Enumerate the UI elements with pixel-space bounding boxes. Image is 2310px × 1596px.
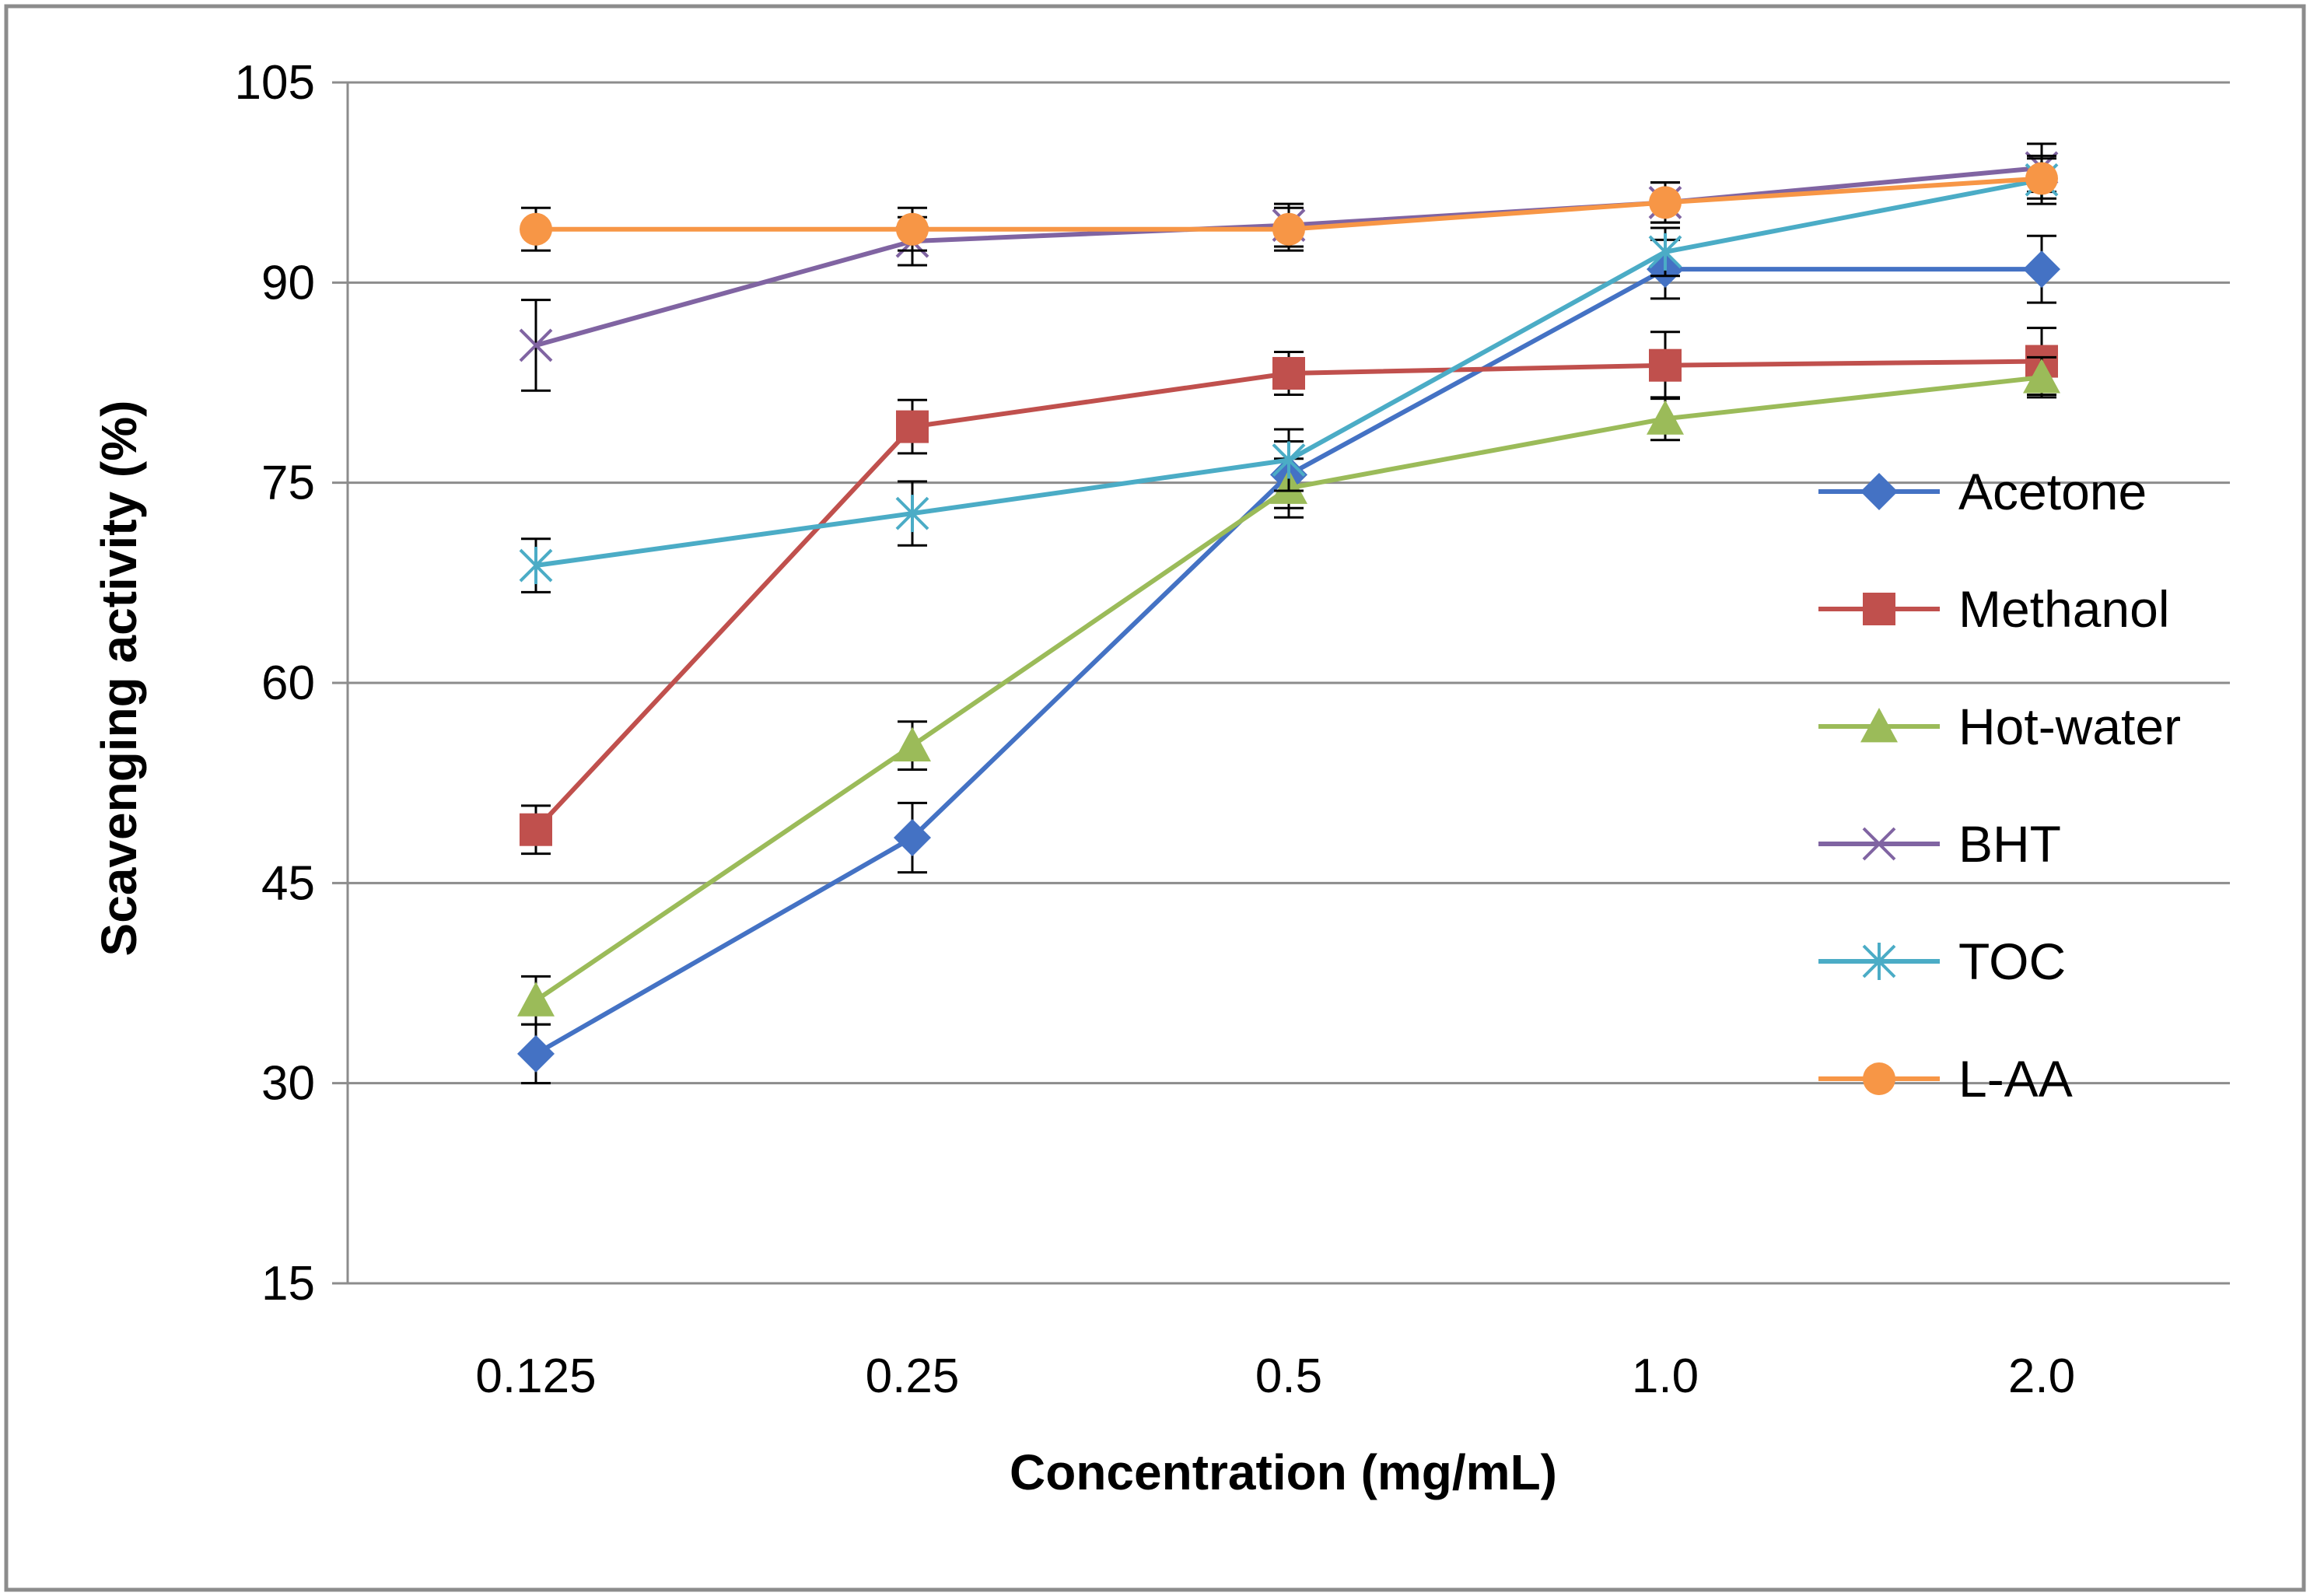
legend-marker xyxy=(1863,593,1895,625)
legend-item-acetone: Acetone xyxy=(1818,463,2147,520)
data-point xyxy=(895,495,929,533)
legend-label: Hot-water xyxy=(1958,698,2181,755)
axes xyxy=(332,81,2230,1285)
data-point xyxy=(1272,356,1305,390)
x-tick-label: 0.125 xyxy=(475,1349,596,1403)
legend-item-hot-water: Hot-water xyxy=(1818,698,2181,755)
data-point xyxy=(1649,186,1682,219)
series-methanol xyxy=(520,327,2058,856)
x-tick-labels: 0.125 0.25 0.5 1.0 2.0 xyxy=(475,1349,2075,1403)
x-tick-label: 0.5 xyxy=(1255,1349,1322,1403)
data-point xyxy=(894,819,931,857)
y-tick-label: 90 xyxy=(261,256,315,310)
legend-label: Methanol xyxy=(1958,580,2170,638)
series xyxy=(517,142,2060,1085)
data-point xyxy=(2023,359,2060,394)
y-tick-label: 45 xyxy=(261,856,315,910)
data-point xyxy=(1648,233,1682,271)
data-point xyxy=(2023,250,2060,289)
y-axis-title: Scavenging activity (%) xyxy=(91,401,147,957)
data-point xyxy=(2025,162,2058,195)
legend-label: BHT xyxy=(1958,815,2061,873)
legend: Acetone Methanol Hot-water BHT TOC L-AA xyxy=(1818,463,2181,1108)
data-point xyxy=(520,212,552,246)
data-point xyxy=(519,547,553,585)
legend-label: Acetone xyxy=(1958,463,2147,520)
legend-marker xyxy=(1860,473,1898,510)
gridlines xyxy=(348,81,2230,1085)
data-point xyxy=(1649,348,1682,382)
data-point xyxy=(896,410,929,443)
y-tick-label: 105 xyxy=(235,56,315,110)
data-point xyxy=(1272,441,1306,479)
data-point xyxy=(517,982,555,1017)
legend-item-methanol: Methanol xyxy=(1818,580,2170,638)
y-tick-label: 75 xyxy=(261,457,315,510)
legend-item-bht: BHT xyxy=(1818,815,2061,873)
legend-marker xyxy=(1862,827,1896,861)
data-point xyxy=(896,212,929,246)
legend-label: L-AA xyxy=(1958,1050,2073,1108)
data-point xyxy=(1647,400,1684,435)
y-tick-label: 60 xyxy=(261,656,315,710)
chart-frame xyxy=(4,4,2306,1592)
y-tick-labels: 15 30 45 60 75 90 105 xyxy=(235,56,315,1311)
legend-label: TOC xyxy=(1958,933,2066,990)
legend-marker xyxy=(1862,943,1896,980)
x-tick-label: 0.25 xyxy=(866,1349,960,1403)
legend-item-toc: TOC xyxy=(1818,933,2066,990)
y-tick-label: 30 xyxy=(261,1057,315,1111)
series-l-aa xyxy=(520,157,2058,252)
y-tick-label: 15 xyxy=(261,1257,315,1311)
data-point xyxy=(1272,212,1305,246)
data-point xyxy=(520,813,552,846)
x-axis-title: Concentration (mg/mL) xyxy=(1010,1444,1557,1500)
data-point xyxy=(517,1034,555,1073)
x-tick-label: 1.0 xyxy=(1632,1349,1699,1403)
legend-marker xyxy=(1863,1062,1895,1095)
legend-marker xyxy=(1860,708,1898,743)
x-tick-label: 2.0 xyxy=(2008,1349,2075,1403)
legend-item-l-aa: L-AA xyxy=(1818,1050,2073,1108)
data-point xyxy=(519,328,553,362)
data-point xyxy=(894,726,931,762)
